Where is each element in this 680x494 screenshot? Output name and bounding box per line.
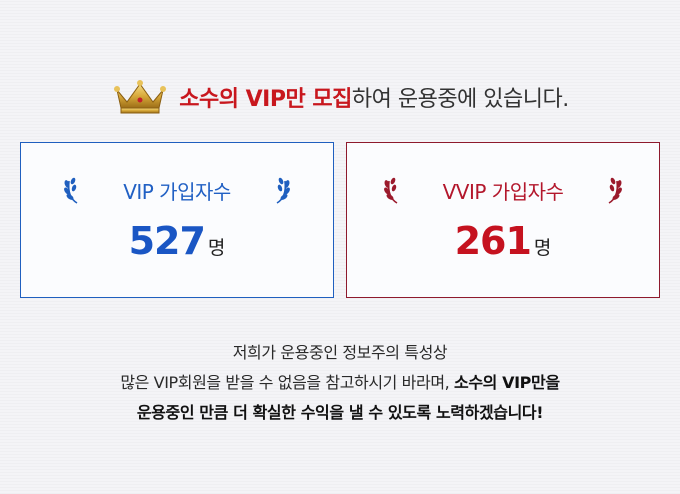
vip-card-title: VIP 가입자수 (63, 175, 291, 205)
description-line-2: 많은 VIP회원을 받을 수 없음을 참고하시기 바라며, 소수의 VIP만을 (0, 368, 680, 398)
description-line-3: 운용중인 만큼 더 확실한 수익을 낼 수 있도록 노력하겠습니다! (136, 403, 544, 422)
headline: 소수의 VIP만 모집 하여 운용중에 있습니다. (0, 78, 680, 116)
vip-count: 527 명 (129, 219, 226, 263)
description: 저희가 운용중인 정보주의 특성상 많은 VIP회원을 받을 수 없음을 참고하… (0, 338, 680, 428)
laurel-right-icon (608, 177, 623, 204)
headline-highlight: 소수의 VIP만 모집 (179, 87, 352, 112)
vvip-count-number: 261 (454, 219, 532, 263)
headline-rest: 하여 운용중에 있습니다. (351, 87, 569, 112)
laurel-left-icon (383, 177, 398, 204)
vip-count-number: 527 (128, 219, 206, 263)
vip-members-card: VIP 가입자수 527 명 (20, 142, 334, 298)
vvip-members-card: VVIP 가입자수 261 명 (346, 142, 660, 298)
vvip-title: VVIP 가입자수 (442, 179, 564, 204)
description-line-2-text: 많은 VIP회원을 받을 수 없음을 참고하시기 바라며, (120, 373, 455, 392)
laurel-right-icon (276, 177, 290, 204)
vvip-card-title: VVIP 가입자수 (383, 175, 624, 205)
crown-icon (114, 80, 167, 114)
description-line-2-bold: 소수의 VIP만을 (454, 373, 560, 392)
vvip-count: 261 명 (455, 219, 552, 263)
laurel-left-icon (64, 177, 78, 204)
vip-title: VIP 가입자수 (123, 179, 231, 204)
vip-count-unit: 명 (207, 237, 226, 259)
vvip-count-unit: 명 (533, 237, 552, 259)
description-line-1: 저희가 운용중인 정보주의 특성상 (232, 343, 448, 362)
